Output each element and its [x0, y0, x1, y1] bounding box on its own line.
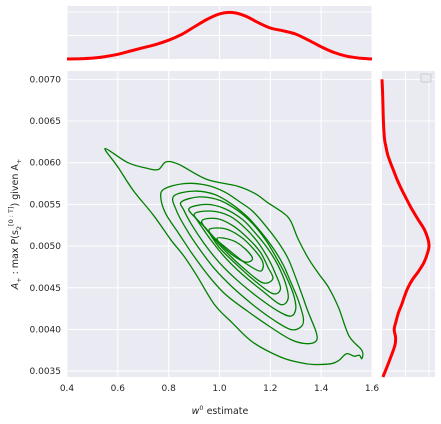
- kde-contours: [104, 147, 364, 366]
- marginal-y-plot-area: [382, 71, 435, 377]
- y-tick-label: 0.0050: [30, 242, 62, 252]
- y-tick-label: 0.0060: [30, 159, 62, 169]
- marginal-x-gridlines: [66, 6, 373, 59]
- kde-contour-2: [159, 182, 318, 345]
- marginal-x-density-curve: [66, 10, 373, 61]
- x-tick-label: 0.4: [60, 384, 75, 394]
- x-tick-label: 0.6: [111, 384, 126, 394]
- x-tick-label: 1.2: [263, 384, 277, 394]
- y-tick-label: 0.0065: [30, 117, 62, 127]
- kde-contour-4: [179, 196, 297, 317]
- legend-box: [420, 73, 432, 83]
- marginal-y-gridlines: [382, 71, 435, 377]
- y-tick-label: 0.0070: [30, 75, 62, 85]
- kde-contour-1: [104, 147, 364, 366]
- x-tick-label: 1.6: [365, 384, 380, 394]
- kde-contour-7: [201, 217, 274, 284]
- x-tick-label: 0.8: [162, 384, 177, 394]
- x-tick-label: 1.0: [212, 384, 227, 394]
- y-tick-label: 0.0035: [30, 367, 62, 377]
- x-axis-label: w0 estimate: [192, 404, 249, 417]
- y-tick-label: 0.0055: [30, 200, 62, 210]
- x-tick-label: 1.4: [314, 384, 329, 394]
- y-axis-label: A+ : max P(s2[0 : T]) given A+: [7, 159, 23, 291]
- kde-contour-3: [171, 190, 305, 331]
- kde-contour-5: [188, 203, 289, 306]
- kde-contour-9: [216, 237, 254, 263]
- kde-contour-6: [193, 210, 282, 295]
- y-tick-label: 0.0040: [30, 325, 62, 335]
- x-tick-labels: 0.4 0.6 0.8 1.0 1.2 1.4 1.6: [60, 384, 380, 394]
- y-tick-labels: 0.0035 0.0040 0.0045 0.0050 0.0055 0.0060 0.00…: [30, 75, 62, 377]
- y-tick-label: 0.0045: [30, 284, 62, 294]
- marginal-y-density-curve: [380, 79, 431, 378]
